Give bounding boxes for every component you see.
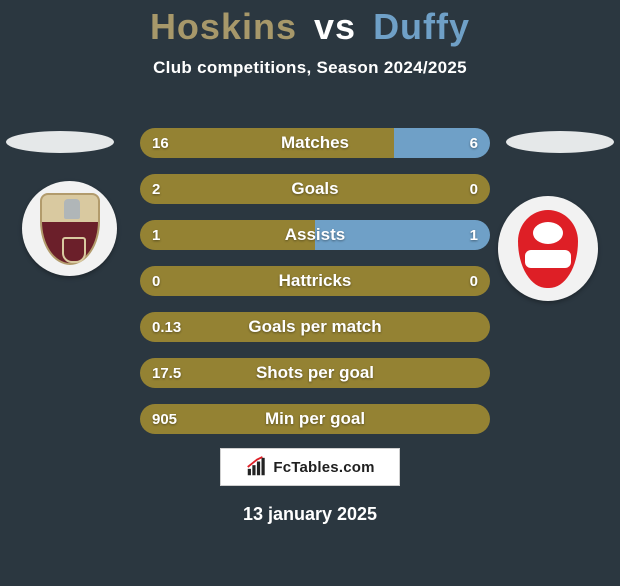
comparison-bars: Matches166 Goals20 Assists11 Hattricks00 Goa…	[140, 128, 490, 450]
subtitle: Club competitions, Season 2024/2025	[0, 58, 620, 78]
stat-row: Matches166	[140, 128, 490, 158]
stat-row: Min per goal905	[140, 404, 490, 434]
shadow-ellipse-right	[506, 131, 614, 153]
crest-icon	[40, 193, 100, 265]
stat-bar-left	[140, 312, 490, 342]
comparison-title: Hoskins vs Duffy	[0, 6, 620, 48]
stat-bar-left	[140, 358, 490, 388]
stat-bar-right	[394, 128, 490, 158]
player-1-name: Hoskins	[150, 6, 297, 47]
stat-bar-left	[140, 128, 394, 158]
player-2-name: Duffy	[373, 6, 470, 47]
fctables-badge[interactable]: FcTables.com	[220, 448, 400, 486]
stat-row: Goals20	[140, 174, 490, 204]
shadow-ellipse-left	[6, 131, 114, 153]
fctables-logo-icon	[245, 456, 267, 478]
generation-date: 13 january 2025	[0, 504, 620, 525]
crest-icon	[513, 210, 583, 288]
stat-bar-left	[140, 174, 490, 204]
fctables-text: FcTables.com	[273, 459, 374, 476]
stat-bar-left	[140, 220, 315, 250]
stat-row: Assists11	[140, 220, 490, 250]
stat-row: Goals per match0.13	[140, 312, 490, 342]
stat-bar-right	[315, 220, 490, 250]
stat-bar-left	[140, 404, 490, 434]
stat-row: Shots per goal17.5	[140, 358, 490, 388]
stat-row: Hattricks00	[140, 266, 490, 296]
vs-separator: vs	[314, 6, 356, 47]
stat-bar-left	[140, 266, 490, 296]
club-logo-right	[498, 196, 598, 301]
club-logo-left	[22, 181, 117, 276]
